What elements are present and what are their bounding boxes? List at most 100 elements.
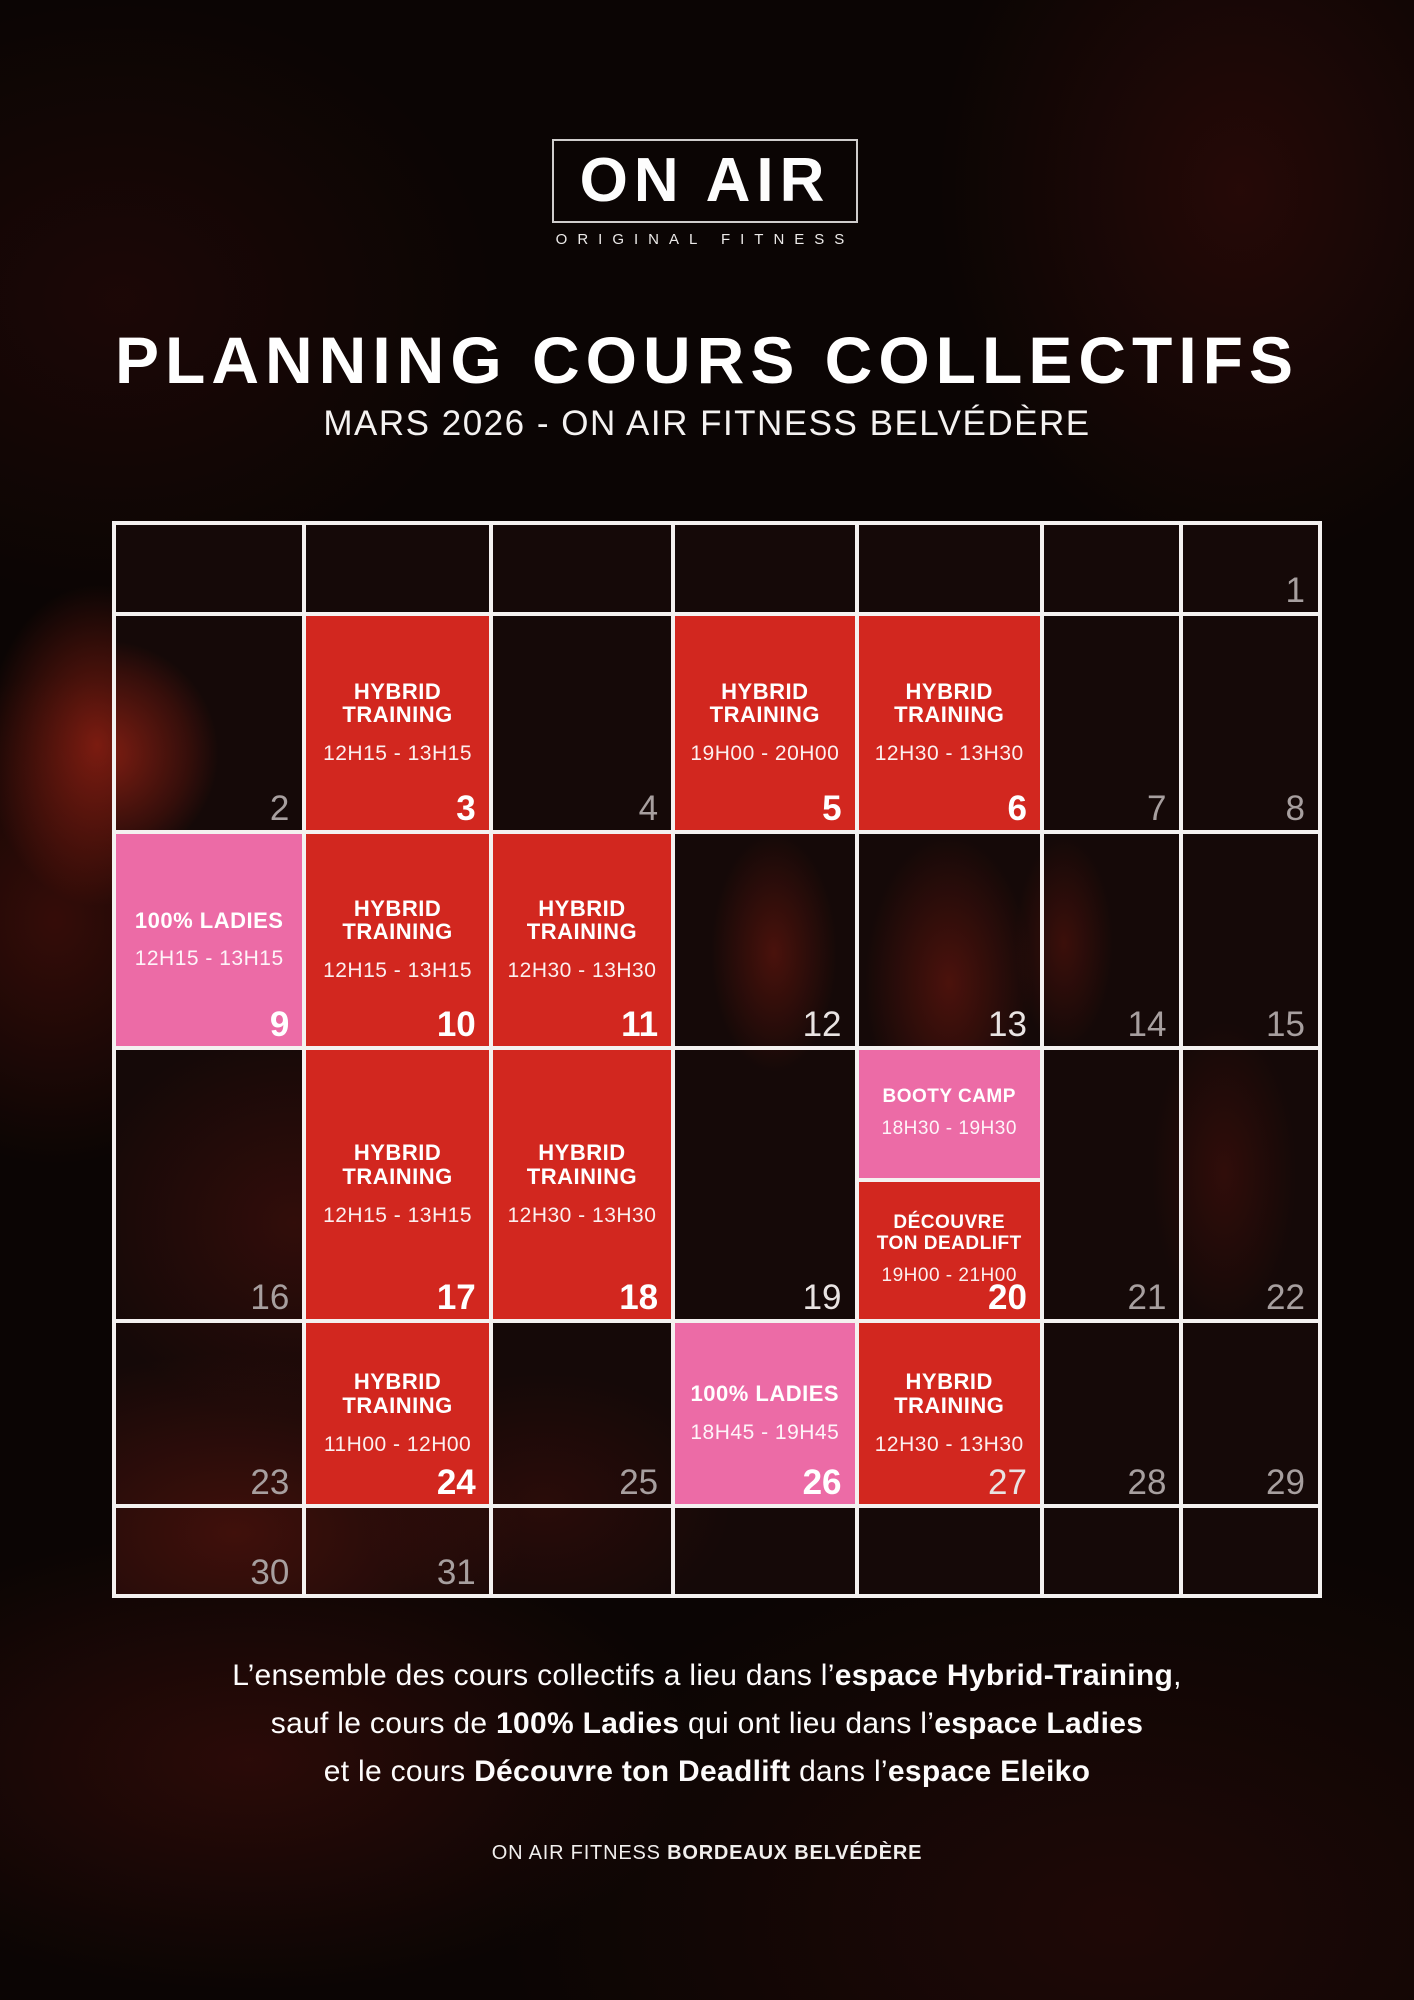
day-number: 28 (1127, 1463, 1167, 1503)
calendar-day-20: BOOTY CAMP 18H30 - 19H30 DÉCOUVRE TON DEAD… (856, 1048, 1042, 1322)
page-title: PLANNING COURS COLLECTIFS (115, 323, 1299, 397)
event-time: 12H30 - 13H30 (507, 1203, 657, 1227)
day-number: 29 (1266, 1463, 1305, 1503)
day-number: 7 (1146, 788, 1167, 828)
day-number: 22 (1266, 1278, 1305, 1318)
calendar-day-15: 15 (1181, 831, 1320, 1049)
calendar-day-19: 19 (673, 1048, 857, 1322)
day-number: 10 (436, 1005, 476, 1045)
event-booty-camp: BOOTY CAMP 18H30 - 19H30 (858, 1050, 1040, 1178)
day-number: 1 (1285, 570, 1305, 610)
day-number: 5 (822, 788, 842, 828)
event-time: 12H15 - 13H15 (323, 959, 473, 983)
event-title: HYBRID TRAINING (526, 1140, 638, 1190)
event-hybrid-training: HYBRID TRAINING 12H15 - 13H15 (306, 615, 489, 830)
calendar-cell-empty (673, 523, 857, 614)
day-events: 100% LADIES 18H45 - 19H45 (675, 1323, 855, 1505)
event-time: 12H15 - 13H15 (134, 947, 284, 971)
footer-text: L’ensemble des cours collectifs a lieu d… (232, 1659, 835, 1692)
event-title: HYBRID TRAINING (526, 895, 638, 945)
calendar-day-26: 100% LADIES 18H45 - 19H45 26 (673, 1321, 857, 1507)
event-hybrid-training: HYBRID TRAINING 19H00 - 20H00 (675, 615, 855, 830)
event-hybrid-training: HYBRID TRAINING 12H15 - 13H15 (306, 1050, 489, 1320)
calendar-day-22: 22 (1181, 1048, 1320, 1322)
calendar-day-21: 21 (1041, 1048, 1182, 1322)
event-title: HYBRID TRAINING (894, 1369, 1005, 1419)
day-events: 100% LADIES 12H15 - 13H15 (116, 833, 303, 1047)
day-number: 19 (802, 1278, 842, 1318)
club-name-text: ON AIR FITNESS (491, 1842, 668, 1864)
calendar-grid: 1 2 HYBRID TRAINING 12H15 - 13H15 3 4 HYBRID T… (114, 523, 1320, 1596)
calendar-day-23: 23 (114, 1321, 305, 1507)
event-hybrid-training: HYBRID TRAINING 12H30 - 13H30 (858, 1323, 1040, 1505)
event-title: HYBRID TRAINING (894, 678, 1005, 728)
event-title: HYBRID TRAINING (342, 678, 453, 728)
event-d-couvre-ton-deadlift: DÉCOUVRE TON DEADLIFT 19H00 - 21H00 (858, 1177, 1040, 1320)
event-hybrid-training: HYBRID TRAINING 12H15 - 13H15 (306, 833, 489, 1047)
event-100-ladies: 100% LADIES 12H15 - 13H15 (116, 833, 303, 1047)
day-events: BOOTY CAMP 18H30 - 19H30 DÉCOUVRE TON DEAD… (858, 1050, 1040, 1320)
calendar-day-12: 12 (673, 831, 857, 1049)
event-time: 12H30 - 13H30 (874, 742, 1024, 765)
event-title: BOOTY CAMP (882, 1086, 1016, 1108)
day-number: 6 (1007, 788, 1027, 828)
event-time: 11H00 - 12H00 (323, 1432, 472, 1456)
calendar-cell-empty (304, 523, 491, 614)
footer-text: qui ont lieu dans l’ (679, 1707, 935, 1740)
calendar-day-11: HYBRID TRAINING 12H30 - 13H30 11 (490, 831, 674, 1049)
event-hybrid-training: HYBRID TRAINING 12H30 - 13H30 (858, 615, 1040, 830)
calendar-cell-empty (1041, 1506, 1182, 1596)
day-number: 18 (619, 1278, 659, 1318)
calendar-day-8: 8 (1181, 613, 1320, 832)
day-number: 30 (250, 1553, 290, 1592)
day-events: HYBRID TRAINING 12H30 - 13H30 (492, 833, 672, 1047)
day-number: 16 (250, 1278, 290, 1318)
club-name-text: BORDEAUX BELVÉDÈRE (667, 1842, 923, 1864)
event-title: DÉCOUVRE TON DEADLIFT (876, 1212, 1022, 1255)
day-number: 12 (802, 1005, 842, 1045)
day-number: 24 (436, 1463, 476, 1503)
event-time: 18H45 - 19H45 (690, 1421, 840, 1445)
calendar-day-17: HYBRID TRAINING 12H15 - 13H15 17 (304, 1048, 491, 1322)
calendar-day-18: HYBRID TRAINING 12H30 - 13H30 18 (490, 1048, 674, 1322)
day-number: 20 (987, 1278, 1027, 1318)
day-number: 2 (269, 788, 290, 828)
calendar-day-27: HYBRID TRAINING 12H30 - 13H30 27 (856, 1321, 1042, 1507)
event-time: 19H00 - 20H00 (690, 742, 840, 765)
day-number: 23 (250, 1463, 290, 1503)
event-time: 19H00 - 21H00 (881, 1265, 1017, 1287)
calendar-day-9: 100% LADIES 12H15 - 13H15 9 (114, 831, 305, 1049)
event-time: 12H30 - 13H30 (874, 1432, 1024, 1456)
calendar-cell-empty (856, 523, 1042, 614)
day-events: HYBRID TRAINING 19H00 - 20H00 (675, 615, 855, 830)
footer-line: L’ensemble des cours collectifs a lieu d… (0, 1652, 1414, 1700)
event-time: 12H15 - 13H15 (323, 742, 473, 765)
event-hybrid-training: HYBRID TRAINING 12H30 - 13H30 (492, 1050, 672, 1320)
calendar-day-2: 2 (114, 613, 305, 832)
day-number: 4 (638, 788, 659, 828)
day-number: 25 (619, 1463, 659, 1503)
footer-text: Découvre ton Deadlift (474, 1755, 791, 1788)
day-events: HYBRID TRAINING 12H30 - 13H30 (858, 1323, 1040, 1505)
logo-tagline: ORIGINAL FITNESS (555, 231, 855, 248)
calendar-day-5: HYBRID TRAINING 19H00 - 20H00 5 (673, 613, 857, 832)
calendar-day-3: HYBRID TRAINING 12H15 - 13H15 3 (304, 613, 491, 832)
page-subtitle: MARS 2026 - ON AIR FITNESS BELVÉDÈRE (323, 404, 1091, 443)
calendar-day-24: HYBRID TRAINING 11H00 - 12H00 24 (304, 1321, 491, 1507)
day-number: 15 (1266, 1005, 1305, 1045)
footer-text: sauf le cours de (270, 1707, 496, 1740)
calendar-cell-empty (856, 1506, 1042, 1596)
event-title: HYBRID TRAINING (342, 895, 453, 945)
calendar-day-7: 7 (1041, 613, 1182, 832)
day-number: 11 (621, 1005, 659, 1045)
calendar-day-29: 29 (1181, 1321, 1320, 1507)
calendar: 1 2 HYBRID TRAINING 12H15 - 13H15 3 4 HYBRID T… (112, 521, 1322, 1598)
calendar-day-14: 14 (1041, 831, 1182, 1049)
calendar-day-16: 16 (114, 1048, 305, 1322)
calendar-cell-empty (114, 523, 305, 614)
onair-logo: ON AIR (552, 139, 858, 223)
event-hybrid-training: HYBRID TRAINING 11H00 - 12H00 (306, 1323, 489, 1505)
event-time: 18H30 - 19H30 (881, 1118, 1017, 1140)
calendar-day-30: 30 (114, 1506, 305, 1596)
event-hybrid-training: HYBRID TRAINING 12H30 - 13H30 (492, 833, 672, 1047)
